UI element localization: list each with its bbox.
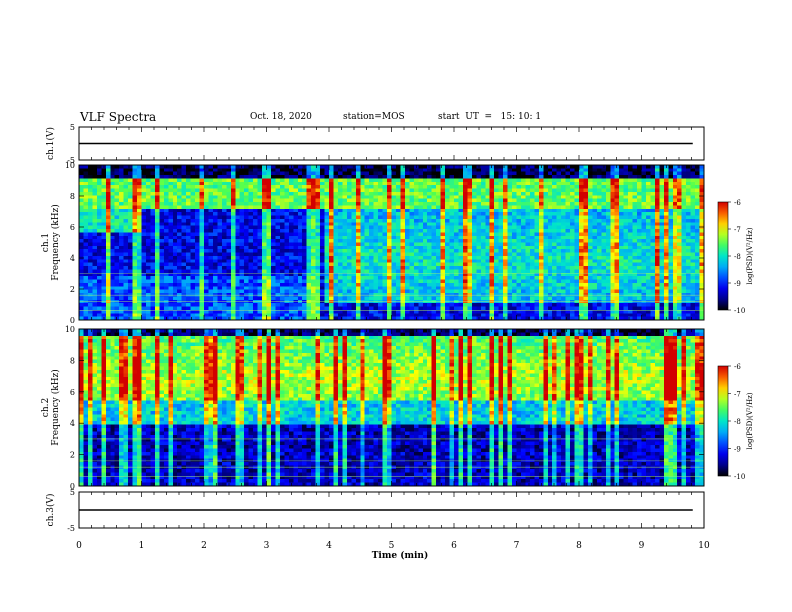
colorbar-tick-label: -10 xyxy=(734,473,745,481)
y-axis-label: ch.1 xyxy=(41,233,51,252)
y-tick-label: 5 xyxy=(70,123,75,132)
colorbar-tick-label: -6 xyxy=(734,363,741,371)
colorbar-tick-label: -8 xyxy=(734,253,741,261)
y-axis-label: Frequency (kHz) xyxy=(50,204,61,281)
colorbar-tick-label: -10 xyxy=(734,307,745,315)
x-tick-label: 1 xyxy=(139,541,145,551)
x-tick-label: 9 xyxy=(639,541,645,551)
y-axis-title: ch.2 Frequency (kHz) xyxy=(41,369,61,446)
y-tick-label: 2 xyxy=(70,285,75,294)
y-tick-label: 6 xyxy=(70,388,75,397)
y-tick-label: 5 xyxy=(70,488,75,497)
colorbar-tick-label: -7 xyxy=(734,226,741,234)
x-tick-label: 3 xyxy=(264,541,270,551)
y-tick-label: 10 xyxy=(65,161,75,170)
colorbar-tick-label: -7 xyxy=(734,391,741,399)
y-tick-label: 8 xyxy=(70,192,75,201)
y-tick-label: 6 xyxy=(70,223,75,232)
x-tick-label: 7 xyxy=(514,541,520,551)
y-tick-label: -5 xyxy=(67,524,75,533)
colorbar-label-text: log(PSD)(V²/Hz) xyxy=(746,392,754,449)
y-tick-label: 2 xyxy=(70,451,75,460)
y-tick-label: 10 xyxy=(65,325,75,334)
x-tick-label: 6 xyxy=(451,541,457,551)
y-tick-label: 4 xyxy=(70,419,75,428)
y-axis-label: ch.1(V) xyxy=(45,127,56,160)
x-tick-label: 8 xyxy=(576,541,582,551)
y-axis-title: ch.3(V) xyxy=(45,494,56,527)
colorbar-tick-label: -6 xyxy=(734,199,741,207)
colorbar-tick-label: -9 xyxy=(734,280,741,288)
y-tick-label: -5 xyxy=(67,156,75,165)
y-tick-label: 4 xyxy=(70,254,75,263)
ch1-spectrogram xyxy=(79,165,704,320)
ch2-spectrogram xyxy=(79,329,704,486)
colorbar-label-text: log(PSD)(V²/Hz) xyxy=(746,227,754,284)
date-label: Oct. 18, 2020 xyxy=(250,112,312,122)
colorbar-label: log(PSD)(V²/Hz) xyxy=(746,227,754,284)
station-label: station=MOS xyxy=(343,112,405,122)
chart-title: VLF Spectra xyxy=(80,110,157,124)
y-tick-label: 0 xyxy=(70,316,75,325)
start-time-label: start UT = 15: 10: 1 xyxy=(438,112,542,122)
colorbar-1 xyxy=(717,201,729,311)
colorbar-label: log(PSD)(V²/Hz) xyxy=(746,392,754,449)
colorbar-tick-label: -8 xyxy=(734,418,741,426)
x-tick-label: 2 xyxy=(201,541,207,551)
y-axis-label: ch.3(V) xyxy=(45,494,56,527)
y-axis-label: Frequency (kHz) xyxy=(50,369,61,446)
x-axis-title: Time (min) xyxy=(372,550,429,561)
x-tick-label: 0 xyxy=(76,541,82,551)
x-tick-label: 4 xyxy=(326,541,332,551)
colorbar-2 xyxy=(717,365,729,477)
x-tick-label: 10 xyxy=(698,541,710,551)
y-axis-title: ch.1(V) xyxy=(45,127,56,160)
y-axis-label: ch.2 xyxy=(41,398,51,417)
y-tick-label: 0 xyxy=(70,482,75,491)
y-axis-title: ch.1 Frequency (kHz) xyxy=(41,204,61,281)
colorbar-tick-label: -9 xyxy=(734,446,741,454)
x-tick-label: 5 xyxy=(389,541,395,551)
y-tick-label: 8 xyxy=(70,356,75,365)
